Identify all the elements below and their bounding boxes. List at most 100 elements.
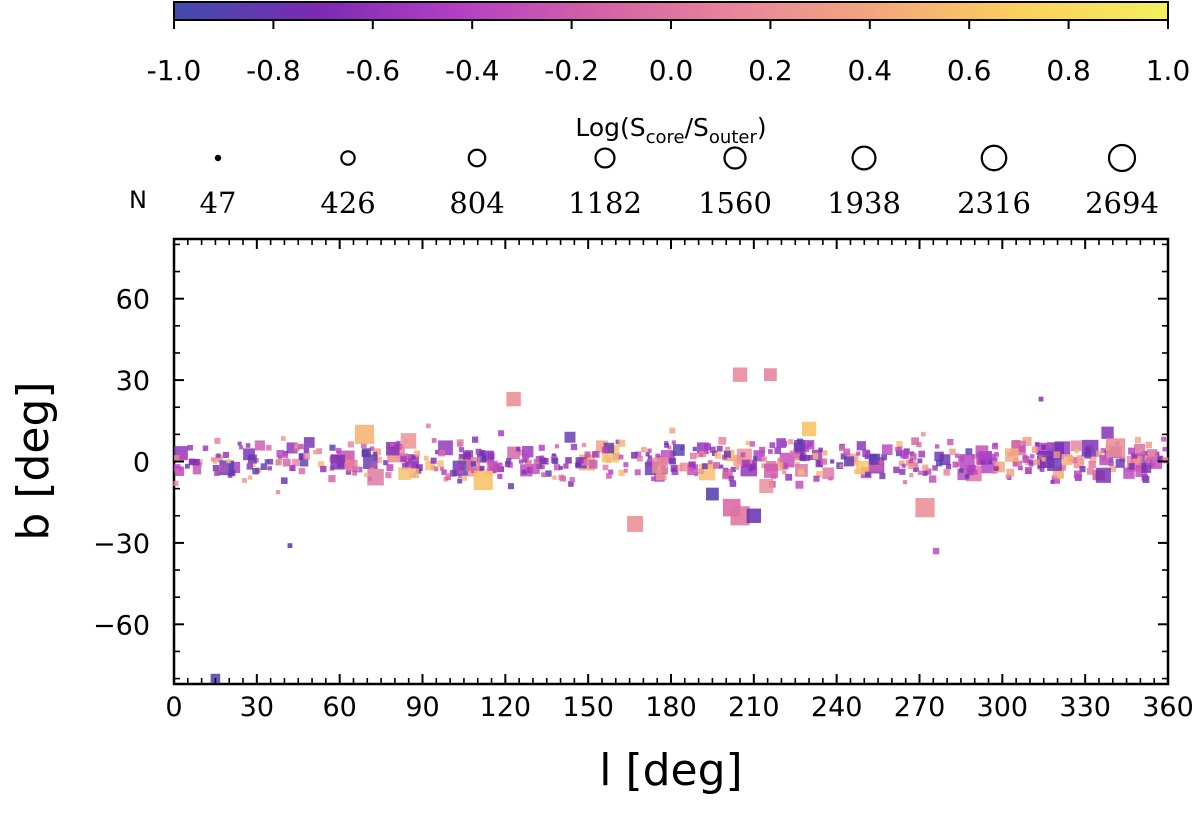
data-point — [518, 459, 524, 464]
x-tick-label: 240 — [811, 692, 863, 723]
data-point — [893, 466, 900, 474]
data-point — [280, 436, 286, 441]
x-tick-label: 180 — [645, 692, 697, 723]
data-point — [1028, 459, 1034, 465]
data-point — [248, 475, 253, 480]
data-point — [1034, 442, 1040, 447]
data-point — [416, 464, 423, 471]
x-tick-label: 120 — [480, 692, 532, 723]
size-legend-marker — [340, 150, 356, 166]
data-point — [672, 444, 685, 456]
data-point — [389, 442, 395, 447]
data-point — [601, 446, 609, 454]
data-point — [909, 473, 914, 478]
data-point — [506, 391, 521, 407]
data-point — [917, 458, 923, 464]
data-point — [433, 466, 439, 472]
data-point — [839, 463, 844, 469]
x-tick-label: 300 — [977, 692, 1029, 723]
data-point — [856, 441, 866, 451]
data-point — [900, 450, 909, 459]
data-point — [437, 460, 444, 467]
data-point — [988, 453, 996, 461]
data-point — [789, 450, 796, 457]
data-point — [1005, 474, 1011, 479]
data-point — [202, 445, 209, 451]
data-point — [958, 455, 965, 462]
data-point — [470, 461, 476, 467]
data-point — [1053, 451, 1061, 459]
data-point — [689, 452, 697, 460]
data-point — [431, 438, 437, 443]
data-point — [507, 483, 514, 490]
data-point — [458, 454, 466, 461]
data-point — [724, 450, 731, 458]
data-point — [881, 444, 893, 456]
data-point — [1108, 457, 1114, 463]
data-point — [197, 459, 203, 465]
data-point — [588, 459, 598, 469]
y-tick-label: 0 — [133, 448, 150, 479]
data-point — [1084, 451, 1092, 459]
data-point — [973, 470, 978, 475]
data-point — [369, 467, 375, 473]
data-point — [1145, 458, 1153, 465]
data-point — [328, 475, 336, 483]
data-point — [522, 446, 534, 458]
data-point — [769, 442, 776, 448]
data-point — [498, 430, 505, 437]
data-point — [1108, 461, 1114, 466]
data-point — [184, 463, 190, 469]
colorbar-label-mid: /S — [685, 113, 709, 142]
data-point — [1017, 460, 1022, 466]
data-point — [830, 459, 835, 464]
data-point — [1073, 470, 1082, 479]
x-tick-label: 0 — [165, 692, 182, 723]
axes: 0 30 60 90 120 150 180 210 240 270 300 330 360−60−30… — [93, 239, 1194, 723]
data-point — [679, 462, 689, 472]
data-point — [655, 453, 661, 459]
data-point — [553, 464, 561, 471]
data-point — [406, 458, 413, 465]
x-axis-label: l [deg] — [599, 745, 742, 796]
data-point — [774, 447, 782, 455]
data-point — [993, 466, 999, 472]
data-point — [732, 367, 748, 382]
data-point — [936, 459, 943, 467]
data-point — [602, 464, 609, 471]
data-point — [718, 437, 727, 445]
data-point — [282, 458, 291, 467]
data-point — [895, 447, 900, 452]
data-point — [782, 470, 787, 475]
data-point — [375, 456, 382, 463]
data-point — [260, 463, 268, 471]
data-point — [655, 469, 667, 480]
data-point — [462, 451, 471, 460]
data-point — [1031, 446, 1039, 453]
data-point — [929, 475, 937, 483]
data-point — [275, 490, 281, 495]
data-point — [647, 448, 652, 453]
data-point — [745, 440, 750, 445]
data-point — [516, 446, 521, 452]
data-point — [800, 454, 807, 462]
data-point — [287, 543, 293, 549]
data-point — [173, 480, 179, 487]
data-point — [563, 463, 569, 469]
data-point — [303, 437, 315, 448]
data-point — [552, 475, 557, 480]
data-point — [401, 463, 409, 470]
data-point — [1135, 465, 1148, 477]
data-point — [525, 459, 532, 467]
data-point — [441, 469, 447, 475]
data-point — [179, 453, 187, 461]
data-point — [504, 461, 511, 467]
data-point — [264, 459, 270, 464]
data-point — [716, 445, 723, 452]
data-point — [456, 439, 464, 447]
data-point — [822, 449, 828, 455]
data-point — [729, 480, 737, 487]
data-point — [776, 438, 786, 448]
data-point — [335, 447, 342, 454]
data-point — [551, 453, 556, 458]
